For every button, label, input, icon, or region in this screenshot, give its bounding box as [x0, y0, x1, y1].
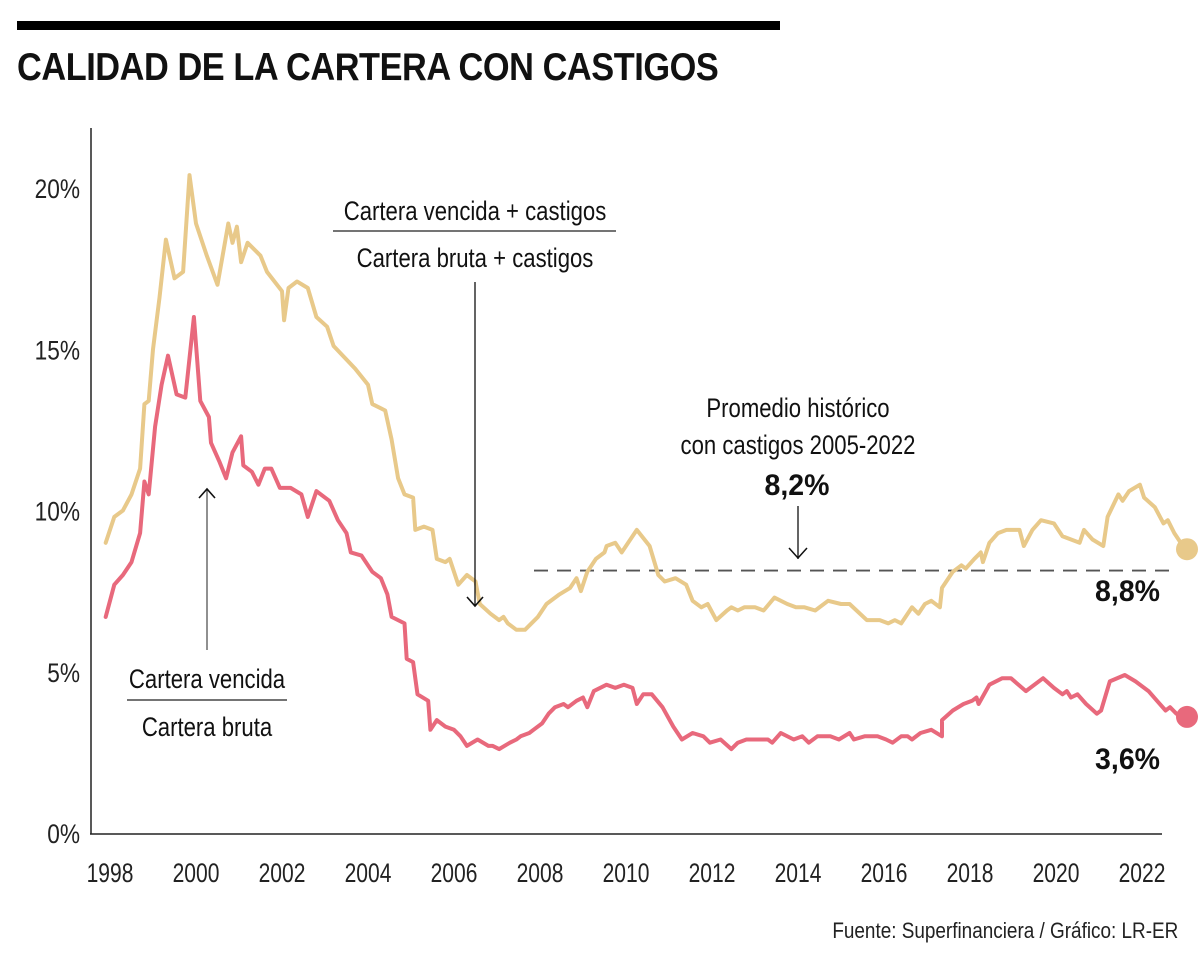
x-tick-label: 2016 — [861, 859, 908, 889]
series-line-sin-castigos — [103, 315, 1187, 752]
x-tick-label: 1998 — [87, 859, 134, 889]
series-end-point — [1176, 538, 1198, 561]
series-group: 8,8% 3,6% — [103, 173, 1198, 776]
x-tick-label: 2018 — [947, 859, 994, 889]
x-tick-label: 2010 — [603, 859, 650, 889]
formula-castigos-numerator: Cartera vencida + castigos — [344, 197, 607, 227]
reference-line-group: Promedio histórico con castigos 2005-2022… — [534, 394, 1178, 572]
x-tick-label: 2006 — [431, 859, 478, 889]
reference-arrow-head — [788, 547, 808, 560]
formula-basica-arrow-head — [198, 487, 216, 499]
x-tick-label: 2020 — [1033, 859, 1080, 889]
formula-castigos-arrow-head — [466, 596, 484, 608]
x-tick-label: 2022 — [1119, 859, 1166, 889]
formula-castigos-denominator: Cartera bruta + castigos — [357, 244, 594, 274]
series-end-point — [1176, 705, 1198, 728]
series-end-label: 3,6% — [1095, 743, 1160, 776]
reference-label-line1: Promedio histórico — [706, 394, 889, 424]
x-tick-labels: 1998 2000 2002 2004 2006 2008 2010 2012 2014 2016… — [87, 859, 1166, 889]
y-tick-label: 20% — [35, 174, 80, 204]
x-tick-label: 2004 — [345, 859, 392, 889]
y-tick-label: 15% — [35, 335, 80, 365]
y-tick-label: 10% — [35, 497, 80, 527]
reference-label-line2: con castigos 2005-2022 — [681, 431, 916, 461]
y-tick-label: 5% — [47, 658, 80, 688]
axes — [90, 128, 1162, 835]
reference-value-label: 8,2% — [765, 469, 830, 502]
series-line-con-castigos — [103, 173, 1187, 632]
series-end-label: 8,8% — [1095, 576, 1160, 609]
x-tick-label: 2008 — [517, 859, 564, 889]
y-tick-labels: 0% 5% 10% 15% 20% — [35, 174, 80, 849]
y-tick-label: 0% — [47, 819, 80, 849]
x-tick-label: 2014 — [775, 859, 822, 889]
source-note: Fuente: Superfinanciera / Gráfico: LR-ER — [832, 918, 1178, 943]
x-tick-label: 2002 — [259, 859, 306, 889]
x-tick-label: 2000 — [173, 859, 220, 889]
formula-basica-denominator: Cartera bruta — [142, 713, 273, 743]
x-tick-label: 2012 — [689, 859, 736, 889]
formula-basica-numerator: Cartera vencida — [129, 665, 285, 695]
chart-title: CALIDAD DE LA CARTERA CON CASTIGOS — [17, 46, 719, 89]
title-rule — [17, 21, 780, 30]
annotations-group: Cartera vencida + castigos Cartera bruta … — [127, 197, 616, 743]
